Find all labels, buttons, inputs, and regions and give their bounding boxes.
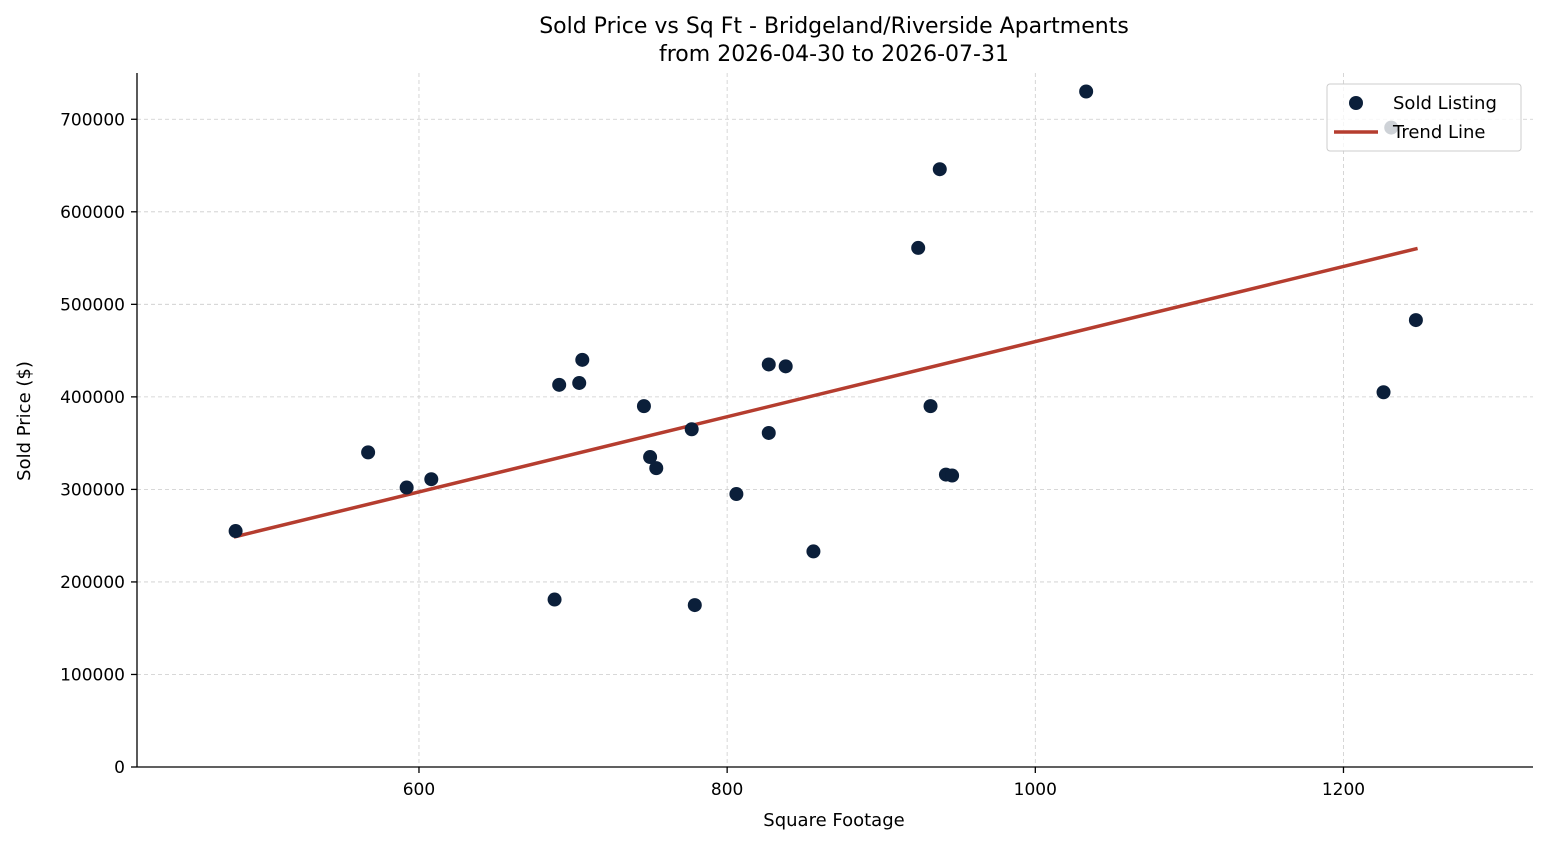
legend-marker-sold-listing [1349, 96, 1363, 110]
chart-subtitle: from 2026-04-30 to 2026-07-31 [659, 42, 1009, 67]
x-tick-label: 600 [403, 780, 435, 800]
scatter-point [923, 399, 938, 414]
grid-lines [137, 73, 1533, 767]
scatter-point [643, 450, 658, 465]
scatter-point [945, 468, 960, 483]
scatter-point [399, 480, 414, 495]
x-tick-label: 800 [711, 780, 743, 800]
scatter-point [1376, 385, 1391, 400]
scatter-point [684, 422, 699, 437]
plot-area [228, 84, 1423, 613]
scatter-point [572, 375, 587, 390]
scatter-point [1408, 313, 1423, 328]
x-tick-label: 1000 [1014, 780, 1057, 800]
scatter-point [729, 487, 744, 502]
x-axis-label: Square Footage [763, 810, 904, 831]
x-axis-ticks: 600 800 1000 1200 [403, 767, 1365, 800]
y-tick-label: 300000 [60, 480, 125, 500]
y-tick-label: 700000 [60, 110, 125, 130]
y-tick-label: 100000 [60, 665, 125, 685]
y-tick-label: 0 [114, 758, 125, 778]
scatter-point [806, 544, 821, 559]
y-tick-label: 500000 [60, 295, 125, 315]
scatter-point [1079, 84, 1094, 99]
scatter-point [228, 524, 243, 539]
legend-box [1326, 83, 1522, 152]
chart-title: Sold Price vs Sq Ft - Bridgeland/Riversi… [539, 14, 1129, 39]
legend: Sold Listing Trend Line [1326, 83, 1522, 152]
scatter-point [778, 359, 793, 374]
scatter-point [361, 445, 376, 460]
scatter-point [636, 399, 651, 414]
trend-line [233, 246, 1419, 539]
scatter-point [761, 357, 776, 372]
scatter-point [649, 461, 664, 476]
scatter-point [932, 162, 947, 177]
scatter-point [547, 592, 562, 607]
y-axis-label: Sold Price ($) [14, 361, 35, 481]
scatter-point [761, 425, 776, 440]
y-tick-label: 200000 [60, 573, 125, 593]
scatter-point [575, 352, 590, 367]
y-tick-label: 400000 [60, 388, 125, 408]
legend-label-trend-line: Trend Line [1392, 122, 1486, 143]
y-tick-label: 600000 [60, 203, 125, 223]
scatter-point [552, 377, 567, 392]
scatter-point [687, 598, 702, 613]
scatter-point [911, 240, 926, 255]
scatter-point [424, 472, 439, 487]
y-axis-ticks: 0 100000 200000 300000 400000 500000 600000 700… [60, 110, 137, 778]
x-tick-label: 1200 [1322, 780, 1365, 800]
legend-label-sold-listing: Sold Listing [1393, 93, 1497, 114]
